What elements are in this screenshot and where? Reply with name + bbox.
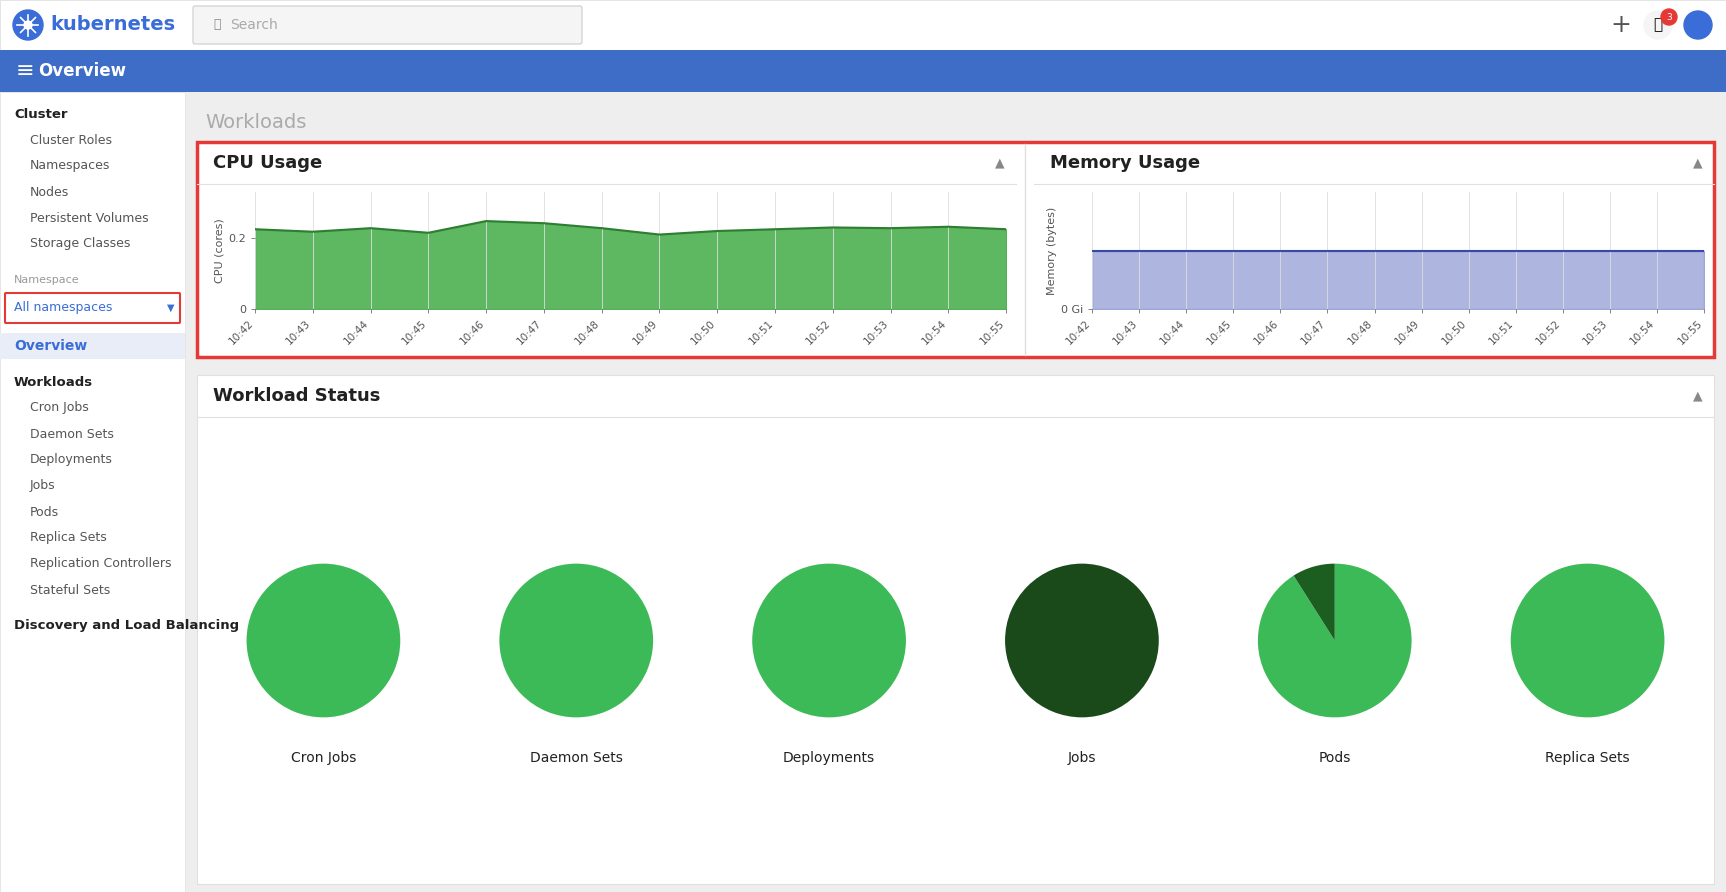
- Circle shape: [1643, 11, 1672, 39]
- FancyBboxPatch shape: [0, 92, 185, 892]
- Wedge shape: [753, 564, 906, 717]
- Text: Pods: Pods: [29, 506, 59, 518]
- Text: ≡: ≡: [16, 61, 35, 81]
- Text: kubernetes: kubernetes: [50, 15, 174, 35]
- Text: Jobs: Jobs: [1068, 750, 1096, 764]
- FancyBboxPatch shape: [5, 293, 180, 323]
- Wedge shape: [247, 564, 400, 717]
- Wedge shape: [499, 564, 652, 717]
- Text: 🔔: 🔔: [1654, 18, 1662, 32]
- Circle shape: [14, 10, 43, 40]
- Text: Workload Status: Workload Status: [212, 387, 380, 405]
- Circle shape: [1660, 9, 1678, 25]
- Text: Jobs: Jobs: [29, 480, 55, 492]
- Text: Persistent Volumes: Persistent Volumes: [29, 211, 148, 225]
- Text: Daemon Sets: Daemon Sets: [29, 427, 114, 441]
- Y-axis label: CPU (cores): CPU (cores): [214, 219, 224, 283]
- Text: Workloads: Workloads: [205, 112, 307, 131]
- Text: Search: Search: [230, 18, 278, 32]
- Text: ▲: ▲: [1693, 156, 1704, 169]
- Text: Replica Sets: Replica Sets: [29, 532, 107, 544]
- Text: Overview: Overview: [38, 62, 126, 80]
- FancyBboxPatch shape: [0, 333, 185, 359]
- Text: ▼: ▼: [167, 303, 174, 313]
- Text: Overview: Overview: [14, 339, 88, 353]
- Text: Nodes: Nodes: [29, 186, 69, 199]
- Wedge shape: [1510, 564, 1664, 717]
- Text: +: +: [1610, 13, 1631, 37]
- Text: Namespaces: Namespaces: [29, 160, 110, 172]
- Circle shape: [1685, 11, 1712, 39]
- Text: Cluster Roles: Cluster Roles: [29, 134, 112, 146]
- Text: Pods: Pods: [1319, 750, 1351, 764]
- Text: Deployments: Deployments: [784, 750, 875, 764]
- Y-axis label: Memory (bytes): Memory (bytes): [1046, 206, 1056, 294]
- Text: Replica Sets: Replica Sets: [1545, 750, 1629, 764]
- Text: Namespace: Namespace: [14, 275, 79, 285]
- Text: Workloads: Workloads: [14, 376, 93, 389]
- Text: Cron Jobs: Cron Jobs: [29, 401, 88, 415]
- FancyBboxPatch shape: [185, 92, 1726, 892]
- Text: Replication Controllers: Replication Controllers: [29, 558, 171, 571]
- FancyBboxPatch shape: [0, 0, 1726, 50]
- Text: Daemon Sets: Daemon Sets: [530, 750, 623, 764]
- Text: Cron Jobs: Cron Jobs: [290, 750, 356, 764]
- FancyBboxPatch shape: [0, 50, 1726, 92]
- Text: ▲: ▲: [996, 156, 1005, 169]
- FancyBboxPatch shape: [193, 6, 582, 44]
- Circle shape: [24, 21, 33, 29]
- Text: ▲: ▲: [1693, 390, 1704, 402]
- Text: Memory Usage: Memory Usage: [1049, 154, 1200, 172]
- Text: Deployments: Deployments: [29, 453, 112, 467]
- Wedge shape: [1005, 564, 1158, 717]
- Wedge shape: [1293, 564, 1334, 640]
- FancyBboxPatch shape: [197, 142, 1714, 357]
- Text: 3: 3: [1666, 12, 1672, 21]
- Text: CPU Usage: CPU Usage: [212, 154, 323, 172]
- Text: Cluster: Cluster: [14, 108, 67, 120]
- Text: Discovery and Load Balancing: Discovery and Load Balancing: [14, 620, 240, 632]
- FancyBboxPatch shape: [197, 375, 1714, 884]
- Text: All namespaces: All namespaces: [14, 301, 112, 315]
- Wedge shape: [1258, 564, 1412, 717]
- Text: Storage Classes: Storage Classes: [29, 237, 131, 251]
- Text: Stateful Sets: Stateful Sets: [29, 583, 110, 597]
- Text: 🔍: 🔍: [212, 19, 221, 31]
